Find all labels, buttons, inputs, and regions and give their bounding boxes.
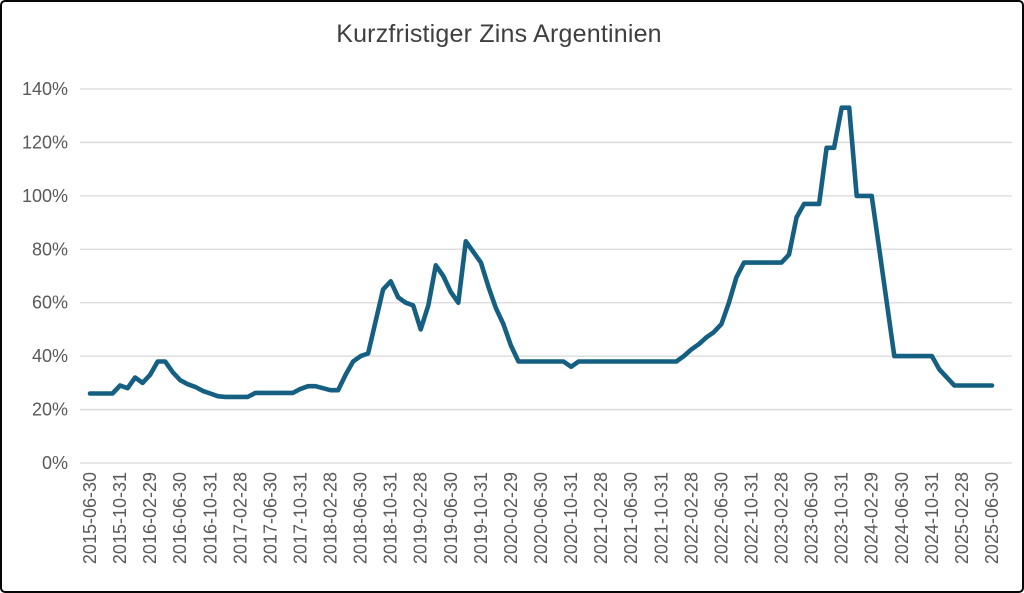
x-tick-label: 2017-06-30 bbox=[260, 472, 280, 564]
y-tick-label: 60% bbox=[32, 293, 68, 313]
x-tick-label: 2019-02-28 bbox=[411, 472, 431, 564]
x-tick-label: 2019-06-30 bbox=[441, 472, 461, 564]
x-tick-label: 2022-06-30 bbox=[711, 472, 731, 564]
y-tick-label: 120% bbox=[22, 132, 68, 152]
x-tick-label: 2017-02-28 bbox=[230, 472, 250, 564]
x-tick-label: 2021-02-28 bbox=[591, 472, 611, 564]
x-tick-label: 2015-06-30 bbox=[80, 472, 100, 564]
y-tick-label: 20% bbox=[32, 400, 68, 420]
x-tick-label: 2021-10-31 bbox=[651, 472, 671, 564]
y-tick-label: 80% bbox=[32, 239, 68, 259]
x-tick-label: 2016-02-29 bbox=[140, 472, 160, 564]
x-tick-label: 2021-06-30 bbox=[621, 472, 641, 564]
x-tick-label: 2020-06-30 bbox=[531, 472, 551, 564]
x-tick-label: 2023-10-31 bbox=[832, 472, 852, 564]
x-tick-label: 2017-10-31 bbox=[290, 472, 310, 564]
x-tick-label: 2018-10-31 bbox=[381, 472, 401, 564]
x-tick-label: 2020-02-29 bbox=[501, 472, 521, 564]
x-tick-label: 2024-06-30 bbox=[892, 472, 912, 564]
series-line bbox=[87, 105, 995, 400]
x-tick-label: 2024-10-31 bbox=[922, 472, 942, 564]
x-tick-label: 2023-02-28 bbox=[772, 472, 792, 564]
x-tick-label: 2025-02-28 bbox=[952, 472, 972, 564]
chart-title: Kurzfristiger Zins Argentinien bbox=[336, 20, 662, 48]
x-tick-label: 2022-10-31 bbox=[741, 472, 761, 564]
x-tick-label: 2020-10-31 bbox=[561, 472, 581, 564]
x-tick-label: 2016-10-31 bbox=[200, 472, 220, 564]
x-tick-label: 2015-10-31 bbox=[110, 472, 130, 564]
x-tick-label: 2022-02-28 bbox=[681, 472, 701, 564]
y-tick-label: 40% bbox=[32, 346, 68, 366]
x-tick-label: 2023-06-30 bbox=[802, 472, 822, 564]
y-tick-label: 140% bbox=[22, 79, 68, 99]
x-tick-label: 2018-06-30 bbox=[351, 472, 371, 564]
x-tick-label: 2019-10-31 bbox=[471, 472, 491, 564]
x-tick-label: 2018-02-28 bbox=[321, 472, 341, 564]
x-tick-label: 2016-06-30 bbox=[170, 472, 190, 564]
x-tick-label: 2025-06-30 bbox=[982, 472, 1002, 564]
y-tick-label: 100% bbox=[22, 186, 68, 206]
y-tick-label: 0% bbox=[42, 453, 68, 473]
x-tick-label: 2024-02-29 bbox=[862, 472, 882, 564]
